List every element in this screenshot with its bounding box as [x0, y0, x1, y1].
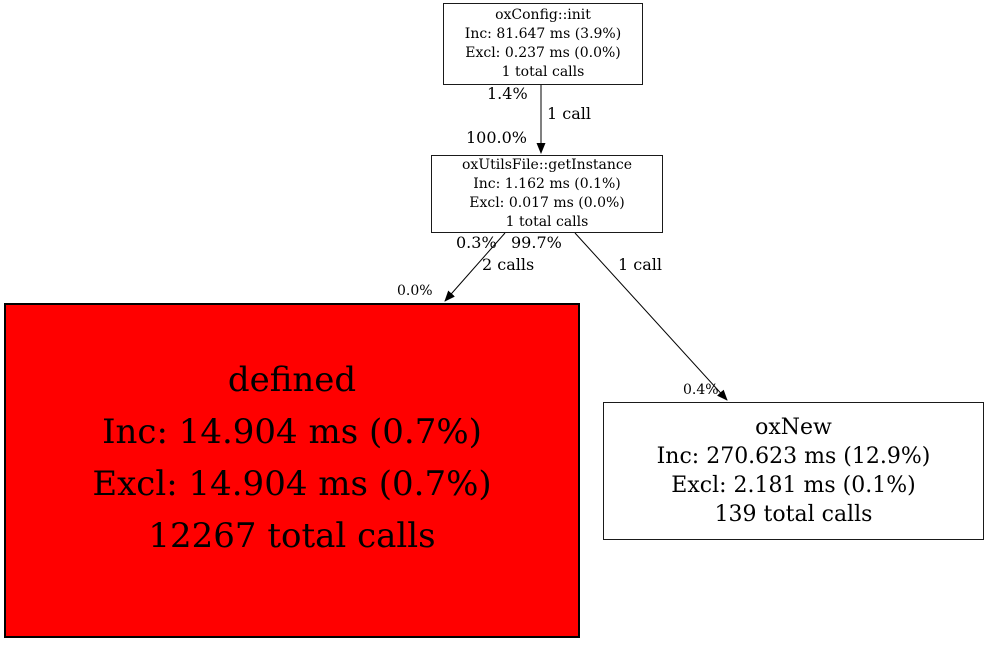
- node-excl-stat: Excl: 2.181 ms (0.1%): [671, 473, 916, 498]
- node-inc-stat: Inc: 1.162 ms (0.1%): [473, 176, 621, 192]
- node-total-calls: 139 total calls: [714, 502, 873, 527]
- node-title: oxNew: [755, 415, 832, 440]
- node-oxutilsfile-getinstance: oxUtilsFile::getInstance Inc: 1.162 ms (…: [431, 155, 663, 233]
- edge2-source-pct-label: 0.3%: [456, 233, 497, 252]
- edge1-source-pct-label: 1.4%: [487, 84, 528, 103]
- edge2-calls-label: 2 calls: [482, 255, 535, 274]
- edge2-target-pct-label: 0.0%: [397, 283, 433, 299]
- edge3-target-pct-label: 0.4%: [683, 382, 719, 398]
- node-excl-stat: Excl: 0.017 ms (0.0%): [469, 195, 625, 211]
- node-total-calls: 1 total calls: [501, 64, 585, 80]
- edge1-target-pct-label: 100.0%: [466, 128, 528, 147]
- node-defined: defined Inc: 14.904 ms (0.7%) Excl: 14.9…: [4, 303, 580, 638]
- node-title: oxUtilsFile::getInstance: [462, 157, 632, 173]
- node-oxconfig-init: oxConfig::init Inc: 81.647 ms (3.9%) Exc…: [443, 3, 643, 85]
- node-title: oxConfig::init: [495, 7, 591, 23]
- node-excl-stat: Excl: 0.237 ms (0.0%): [465, 45, 621, 61]
- node-excl-stat: Excl: 14.904 ms (0.7%): [92, 463, 492, 504]
- node-total-calls: 12267 total calls: [148, 515, 436, 556]
- node-oxnew: oxNew Inc: 270.623 ms (12.9%) Excl: 2.18…: [603, 402, 984, 540]
- edge1-calls-label: 1 call: [547, 104, 591, 123]
- edge3-source-pct-label: 99.7%: [511, 233, 562, 252]
- node-inc-stat: Inc: 270.623 ms (12.9%): [656, 444, 931, 469]
- node-inc-stat: Inc: 81.647 ms (3.9%): [464, 26, 622, 42]
- edge3-calls-label: 1 call: [618, 255, 662, 274]
- node-inc-stat: Inc: 14.904 ms (0.7%): [102, 411, 482, 452]
- node-title: defined: [227, 359, 357, 400]
- node-total-calls: 1 total calls: [505, 214, 589, 230]
